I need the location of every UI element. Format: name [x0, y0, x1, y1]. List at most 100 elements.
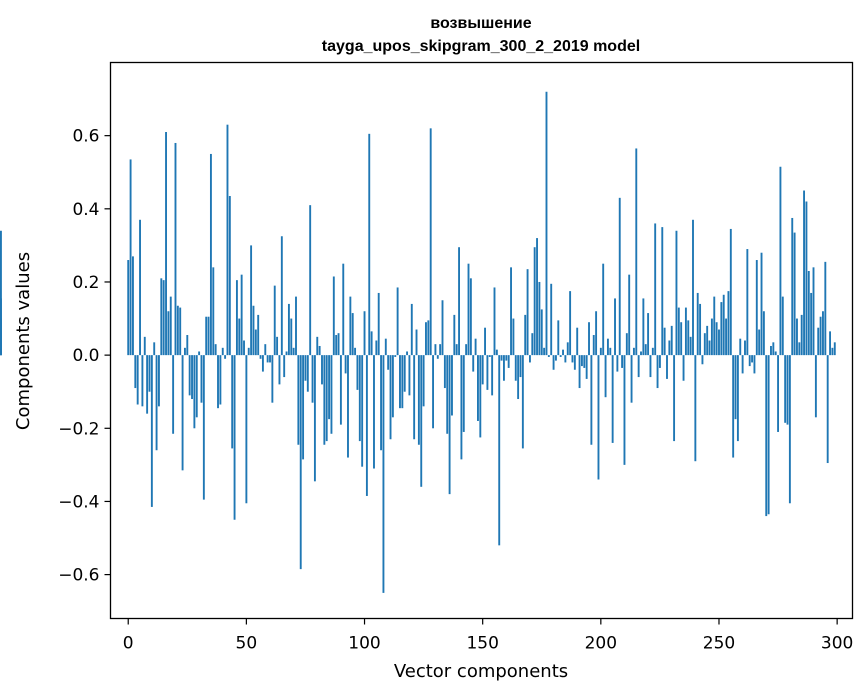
bar [770, 345, 772, 356]
bar [481, 355, 484, 385]
bar [814, 355, 817, 418]
bar [590, 355, 593, 445]
bar [779, 166, 782, 356]
bar [150, 355, 153, 507]
bar [363, 311, 366, 356]
bar [798, 342, 801, 356]
bar [805, 201, 808, 356]
bar [675, 230, 678, 356]
bar [666, 355, 668, 379]
bar [325, 355, 328, 442]
x-tick-label: 200 [585, 634, 617, 654]
bar [571, 355, 574, 363]
bar [344, 355, 347, 374]
bar [273, 285, 276, 356]
bar [621, 355, 624, 368]
bar [609, 347, 612, 356]
bar [323, 355, 326, 445]
bar [807, 271, 810, 356]
y-tick-label: −0.4 [58, 492, 99, 512]
bar [415, 329, 418, 356]
bar [292, 347, 295, 356]
bar [793, 232, 796, 356]
y-tick-label: 0.0 [72, 346, 99, 366]
bar [824, 261, 827, 356]
bar [469, 278, 472, 356]
bar [826, 355, 829, 464]
bar [439, 344, 442, 356]
bar [585, 355, 588, 379]
bar [736, 355, 739, 442]
bar [455, 344, 458, 356]
bar [250, 245, 253, 356]
bar [146, 355, 149, 414]
bar [829, 331, 831, 356]
bar [401, 355, 404, 409]
bar [224, 355, 227, 359]
bar [529, 355, 531, 363]
bar [427, 320, 430, 356]
bars-group [0, 91, 836, 593]
y-tick-label: 0.6 [72, 127, 99, 147]
bar [351, 313, 354, 356]
bar [287, 303, 290, 356]
bar [744, 340, 746, 356]
bar [696, 292, 699, 356]
bar [689, 336, 692, 356]
bar [512, 318, 515, 356]
bar [302, 355, 305, 460]
x-tick-label: 250 [703, 634, 735, 654]
bar [467, 263, 470, 356]
bar [484, 327, 486, 356]
bar [422, 355, 425, 407]
x-tick-label: 50 [236, 634, 258, 654]
y-tick-label: −0.6 [58, 566, 99, 586]
bar [356, 355, 359, 390]
bar [720, 302, 723, 356]
bar [706, 325, 709, 356]
bar [543, 347, 546, 356]
bar [647, 313, 650, 356]
bar [540, 309, 543, 356]
bar [181, 355, 184, 471]
bar [365, 355, 368, 496]
bar [564, 355, 567, 363]
bar [186, 335, 189, 356]
bar [725, 318, 728, 356]
bar [554, 355, 557, 361]
bar [498, 355, 501, 546]
bar [604, 355, 607, 398]
bar [833, 342, 836, 356]
bar [219, 355, 222, 405]
bar [290, 318, 293, 356]
bar [458, 247, 460, 356]
bar [701, 355, 704, 365]
bar [781, 296, 784, 356]
bar [654, 223, 657, 356]
x-tick-label: 0 [123, 634, 134, 654]
bar [741, 355, 744, 374]
bar [226, 124, 229, 356]
bar [819, 316, 822, 356]
bar [191, 355, 193, 400]
bar [566, 342, 569, 356]
bar [174, 142, 177, 356]
bar [245, 355, 248, 504]
x-tick-label: 300 [821, 634, 853, 654]
bar [429, 128, 432, 356]
bar [382, 355, 385, 593]
bar [661, 227, 664, 356]
bar [595, 311, 598, 356]
bar [755, 260, 758, 356]
bar [614, 298, 616, 356]
bar [599, 347, 602, 356]
bar [694, 355, 697, 462]
bar [569, 291, 572, 356]
bar [692, 219, 694, 356]
y-axis-label: Components values [13, 252, 34, 430]
bar [753, 355, 756, 374]
bar [368, 133, 371, 356]
bar [389, 355, 392, 440]
bar [762, 311, 765, 356]
